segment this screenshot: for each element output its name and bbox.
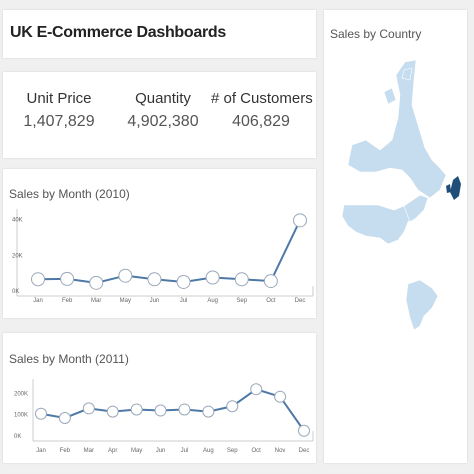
kpi-unit-price[interactable]: Unit Price 1,407,829 — [9, 90, 109, 131]
northern-ireland-shape[interactable] — [446, 184, 451, 193]
sales-by-month-2010-panel: Sales by Month (2010) 0K 20K 40K Jan Feb Mar M… — [3, 169, 316, 318]
data-point[interactable] — [298, 424, 310, 437]
kpi-value: 406,829 — [232, 113, 290, 130]
series-line — [40, 388, 305, 432]
usa-shape[interactable] — [341, 199, 421, 245]
dashboard-title: UK E-Commerce Dashboards — [10, 24, 226, 41]
y-tick-label: 0K — [12, 289, 19, 295]
y-tick-label: 100K — [14, 413, 28, 419]
data-point[interactable] — [178, 403, 191, 416]
kpi-value: 1,407,829 — [23, 113, 95, 130]
data-point[interactable] — [154, 404, 167, 417]
canada-island-shape[interactable] — [401, 67, 413, 81]
map-title: Sales by Country — [330, 27, 422, 41]
chart-title: Sales by Month (2011) — [9, 352, 129, 366]
y-tick-label: 0K — [14, 434, 21, 440]
data-point[interactable] — [82, 402, 95, 415]
series-line — [37, 219, 301, 284]
x-tick-label: Jul — [180, 298, 188, 304]
x-tick-label: Jan — [33, 298, 43, 304]
united-kingdom-shape[interactable] — [450, 176, 461, 200]
x-tick-label: May — [120, 298, 131, 304]
data-point[interactable] — [205, 270, 220, 285]
south-america-shape[interactable] — [405, 279, 439, 331]
data-point[interactable] — [60, 271, 75, 286]
x-tick-label: Feb — [62, 298, 73, 304]
x-tick-label: May — [131, 448, 142, 454]
data-point[interactable] — [130, 403, 143, 416]
x-tick-label: Jun — [150, 298, 160, 304]
kpi-customers[interactable]: # of Customers 406,829 — [211, 90, 313, 131]
data-point[interactable] — [274, 390, 287, 403]
x-tick-label: Mar — [84, 448, 94, 454]
data-point[interactable] — [234, 272, 249, 287]
kpi-label: # of Customers — [211, 90, 313, 107]
x-tick-label: Sep — [227, 448, 238, 454]
y-tick-label: 20K — [12, 253, 23, 259]
data-point[interactable] — [176, 274, 191, 289]
kpi-panel: Unit Price 1,407,829 Quantity 4,902,380 … — [3, 72, 316, 158]
x-tick-label: Aug — [207, 298, 218, 304]
x-tick-label: Oct — [266, 298, 276, 304]
data-point[interactable] — [147, 272, 162, 287]
x-tick-label: Nov — [275, 448, 286, 454]
kpi-value: 4,902,380 — [127, 113, 199, 130]
data-point[interactable] — [202, 405, 215, 418]
x-tick-label: Dec — [295, 298, 306, 304]
sales-2010-chart[interactable]: 0K 20K 40K Jan Feb Mar May Jun Jul Aug Sep Oct Dec — [3, 169, 316, 318]
data-point[interactable] — [250, 383, 263, 396]
sales-by-month-2011-panel: Sales by Month (2011) 0K 100K 200K Jan Feb Ma… — [3, 333, 316, 463]
x-tick-label: Dec — [299, 448, 310, 454]
y-tick-label: 40K — [12, 218, 23, 224]
data-point[interactable] — [106, 405, 119, 418]
y-tick-label: 200K — [14, 391, 28, 397]
data-point[interactable] — [118, 268, 133, 283]
canada-shape[interactable] — [347, 59, 447, 199]
data-point[interactable] — [35, 407, 47, 420]
x-tick-label: Jun — [156, 448, 166, 454]
usa-east-shape[interactable] — [403, 194, 429, 223]
x-tick-label: Aug — [203, 448, 214, 454]
x-tick-label: Jan — [36, 448, 46, 454]
x-tick-label: Mar — [91, 298, 101, 304]
chart-title: Sales by Month (2010) — [9, 187, 130, 201]
canada-island-shape[interactable] — [383, 87, 397, 105]
x-tick-label: Apr — [108, 448, 117, 454]
kpi-quantity[interactable]: Quantity 4,902,380 — [113, 90, 213, 131]
sales-map[interactable] — [324, 10, 467, 463]
data-point[interactable] — [263, 274, 278, 289]
x-tick-label: Feb — [60, 448, 71, 454]
kpi-label: Unit Price — [26, 90, 92, 107]
sales-2011-chart[interactable]: 0K 100K 200K Jan Feb Mar Apr May Jun Jul Aug Sep Oct… — [3, 333, 316, 463]
data-point[interactable] — [58, 411, 71, 424]
kpi-label: Quantity — [135, 90, 191, 107]
x-tick-label: Sep — [236, 298, 247, 304]
data-point[interactable] — [226, 400, 239, 413]
x-tick-label: Oct — [252, 448, 262, 454]
data-point[interactable] — [31, 272, 45, 287]
data-point[interactable] — [89, 275, 104, 290]
sales-by-country-panel: Sales by Country — [324, 10, 467, 463]
title-panel: UK E-Commerce Dashboards — [3, 10, 316, 58]
data-point[interactable] — [293, 213, 307, 228]
x-tick-label: Jul — [181, 448, 189, 454]
